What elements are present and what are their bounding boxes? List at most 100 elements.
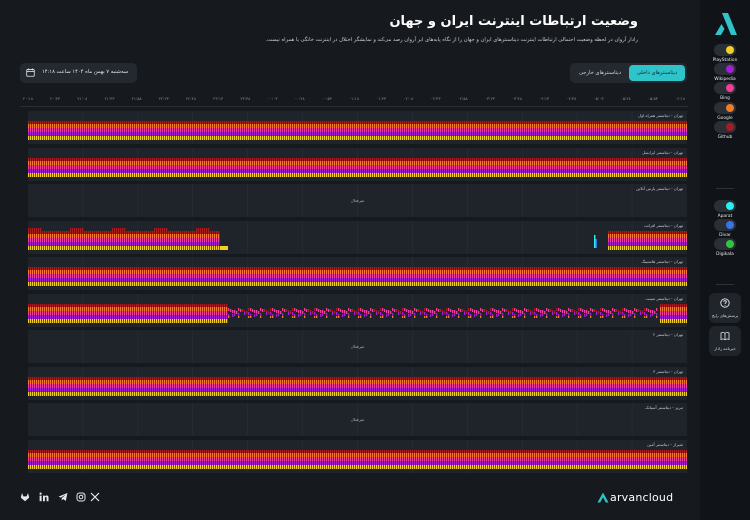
status-playstation-bar	[572, 136, 574, 140]
status-wikipedia-bar	[156, 132, 158, 136]
status-github-bar	[386, 157, 388, 161]
status-bing-bar	[686, 237, 687, 242]
status-bing-bar	[304, 128, 306, 132]
status-playstation-bar	[496, 172, 498, 177]
status-wikipedia-bar	[294, 168, 296, 173]
tab-external-datacenters[interactable]: دیتاسنترهای خارجی	[578, 70, 622, 76]
status-github-bar	[122, 267, 124, 270]
status-bing-bar	[546, 128, 548, 132]
status-google-bar	[128, 160, 130, 165]
status-google-bar	[272, 124, 274, 128]
time-tick: ۰۰:۲۸	[294, 96, 305, 101]
status-playstation-bar	[676, 245, 678, 250]
status-google-bar	[318, 124, 320, 128]
status-wikipedia-bar	[660, 132, 662, 136]
status-playstation-bar	[100, 172, 102, 177]
status-bing-bar	[246, 274, 248, 278]
status-github-bar	[396, 121, 398, 124]
status-google-bar	[152, 270, 154, 274]
status-bing-bar	[186, 128, 188, 132]
status-github-bar	[528, 157, 530, 161]
status-google-bar	[114, 124, 116, 128]
status-google-bar	[188, 233, 190, 238]
status-playstation-bar	[318, 136, 320, 140]
status-bing-bar	[128, 128, 130, 132]
status-github-bar	[546, 121, 548, 124]
status-wikipedia-bar	[582, 168, 584, 173]
status-bing-bar	[670, 164, 672, 169]
status-github-bar	[256, 121, 258, 124]
status-github-bar	[282, 121, 284, 124]
status-playstation-bar	[610, 136, 612, 140]
status-playstation-bar	[308, 172, 310, 177]
status-github-bar	[402, 121, 404, 124]
status-google-bar	[206, 270, 208, 274]
status-github-bar	[282, 267, 284, 270]
status-github-bar	[244, 157, 246, 161]
status-google-bar	[154, 270, 156, 274]
status-wikipedia-bar	[312, 132, 314, 136]
status-bing-bar	[52, 128, 54, 132]
status-wikipedia-bar	[256, 278, 258, 282]
status-bing-bar	[148, 237, 150, 242]
status-google-bar	[224, 160, 226, 165]
status-bing-bar	[106, 164, 108, 169]
status-wikipedia-bar	[622, 168, 624, 173]
status-github-bar	[114, 267, 116, 270]
status-google-bar	[302, 160, 304, 165]
status-playstation-bar	[306, 136, 308, 140]
status-github-bar	[246, 157, 248, 161]
status-google-bar	[80, 160, 82, 165]
status-playstation-bar	[106, 245, 108, 250]
status-google-bar	[140, 233, 142, 238]
status-wikipedia-bar	[128, 168, 130, 173]
status-bing-bar	[302, 274, 304, 278]
datacenter-label: تهران - دیتاسنتر پارس آنلاین	[636, 186, 683, 191]
status-playstation-bar	[258, 172, 260, 177]
main-area: وضعیت ارتباطات اینترنت ایران و جهان رادا…	[20, 14, 688, 504]
status-google-bar	[258, 160, 260, 165]
status-google-bar	[62, 160, 64, 165]
status-playstation-bar	[34, 282, 36, 286]
status-wikipedia-bar	[242, 168, 244, 173]
status-playstation-bar	[324, 136, 326, 140]
status-playstation-bar	[32, 282, 34, 286]
status-wikipedia-bar	[326, 278, 328, 282]
status-github-bar	[192, 121, 194, 124]
status-google-bar	[228, 270, 230, 274]
status-wikipedia-bar	[150, 241, 152, 246]
status-google-bar	[600, 160, 602, 165]
status-github-bar	[658, 230, 660, 234]
status-bing-bar	[326, 274, 328, 278]
status-google-bar	[74, 160, 76, 165]
datacenter-status-chart	[28, 147, 687, 181]
status-google-bar	[110, 233, 112, 238]
status-google-bar	[114, 160, 116, 165]
status-bing-bar	[296, 274, 298, 278]
status-github-bar	[244, 267, 246, 270]
status-bing-bar	[580, 164, 582, 169]
status-wikipedia-bar	[284, 132, 286, 136]
status-github-bar	[280, 121, 282, 124]
status-playstation-bar	[418, 136, 420, 140]
status-bing-bar	[558, 128, 560, 132]
status-github-bar	[482, 157, 484, 161]
status-google-bar	[200, 124, 202, 128]
status-wikipedia-bar	[222, 168, 224, 173]
status-wikipedia-bar	[176, 278, 178, 282]
status-playstation-bar	[174, 282, 176, 286]
status-wikipedia-bar	[550, 132, 552, 136]
status-playstation-bar	[76, 136, 78, 140]
status-github-bar	[42, 121, 44, 124]
status-wikipedia-bar	[470, 132, 472, 136]
status-github-bar	[160, 267, 162, 270]
date-selector[interactable]: سه‌شنبه ۷ بهمن ماه ۱۴۰۴ ساعت ۱۴:۱۸	[20, 63, 137, 83]
status-wikipedia-bar	[122, 132, 124, 136]
status-github-bar	[110, 230, 112, 234]
status-wikipedia-bar	[638, 241, 640, 246]
status-bing-bar	[288, 128, 290, 132]
status-wikipedia-bar	[474, 132, 476, 136]
tab-internal-datacenters[interactable]: دیتاسنترهای داخلی	[629, 65, 685, 81]
status-github-bar	[64, 267, 66, 270]
status-github-bar	[166, 267, 168, 270]
